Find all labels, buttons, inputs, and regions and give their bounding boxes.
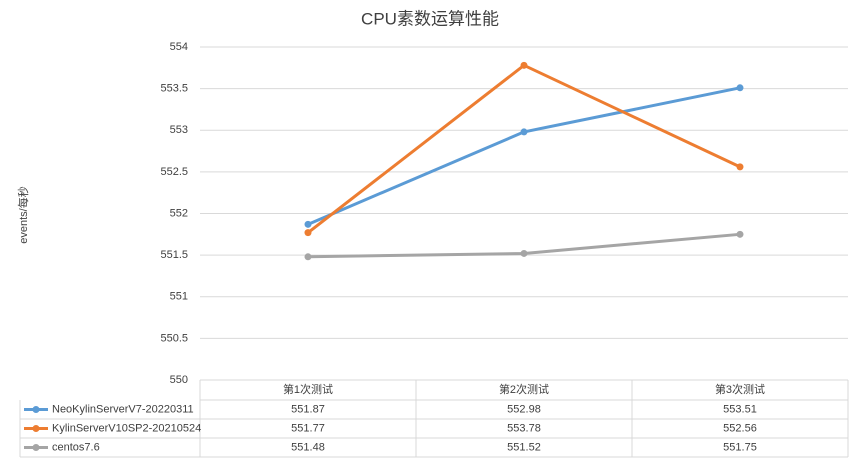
y-tick-label: 554 (170, 41, 188, 53)
table-value: 553.78 (507, 422, 541, 434)
legend-marker (32, 444, 40, 451)
data-point (520, 128, 528, 136)
data-point (736, 84, 744, 92)
series-line (307, 86, 741, 226)
data-point (736, 163, 744, 171)
table-value: 551.77 (291, 422, 325, 434)
data-point (520, 249, 528, 257)
y-tick-label: 553.5 (160, 83, 188, 95)
legend-label: centos7.6 (52, 441, 100, 453)
data-point (304, 253, 312, 261)
y-tick-label: 553 (170, 124, 188, 136)
legend-marker (32, 406, 40, 413)
legend-label: NeoKylinServerV7-20220311 (52, 403, 194, 415)
y-tick-label: 551.5 (160, 249, 188, 261)
y-tick-label: 552.5 (160, 166, 188, 178)
y-tick-label: 550.5 (160, 332, 188, 344)
data-point (304, 229, 312, 237)
data-point (736, 230, 744, 238)
legend-marker (32, 425, 40, 432)
y-tick-label: 551 (170, 291, 188, 303)
table-value: 552.98 (507, 403, 541, 415)
data-point (304, 220, 312, 228)
table-value: 552.56 (723, 422, 757, 434)
x-tick-label: 第2次测试 (499, 382, 549, 396)
series-line (307, 63, 741, 234)
table-value: 551.75 (723, 441, 757, 453)
chart-title: CPU素数运算性能 (361, 9, 499, 28)
table-value: 553.51 (723, 403, 757, 415)
table-value: 551.87 (291, 403, 325, 415)
x-tick-label: 第3次测试 (715, 382, 765, 396)
data-point (520, 61, 528, 69)
y-tick-label: 550 (170, 374, 188, 386)
x-tick-label: 第1次测试 (283, 382, 333, 396)
legend-label: KylinServerV10SP2-20210524 (52, 422, 201, 434)
y-tick-label: 552 (170, 207, 188, 219)
table-value: 551.48 (291, 441, 325, 453)
table-value: 551.52 (507, 441, 541, 453)
y-axis-label: events/每秒 (16, 186, 30, 243)
